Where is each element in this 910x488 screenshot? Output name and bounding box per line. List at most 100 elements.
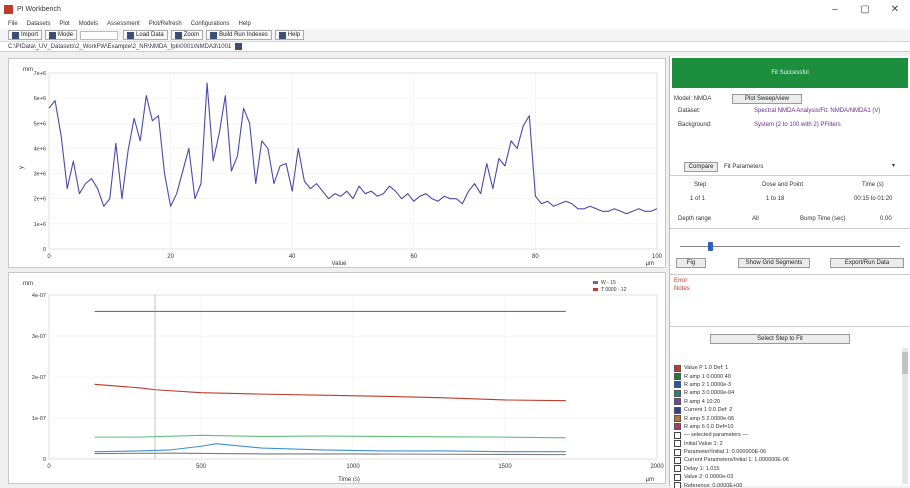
- signal-checkbox[interactable]: [674, 456, 681, 464]
- bottom-x-unit: µm: [646, 477, 654, 483]
- x-tick-label: 1500: [498, 464, 512, 470]
- scrollbar-thumb[interactable]: [902, 352, 908, 374]
- y-tick-label: 4e-07: [32, 293, 46, 299]
- x-tick-label: 40: [289, 254, 296, 260]
- notes-text: Notes: [674, 286, 690, 292]
- export-run-data-button[interactable]: Export/Run Data: [830, 258, 904, 268]
- separator: [670, 175, 910, 176]
- x-tick-label: 60: [410, 254, 417, 260]
- signal-color-swatch[interactable]: [674, 415, 681, 423]
- menu-help[interactable]: Help: [238, 20, 251, 27]
- zoom-button[interactable]: Zoom: [170, 30, 204, 40]
- series-line-5: [94, 452, 566, 456]
- bottom-chart[interactable]: 0 500 1000 1500 2000 4e-07 3e-07 2e-07 1e-07 0 W …: [9, 273, 667, 485]
- signal-checkbox[interactable]: [674, 482, 681, 488]
- window-controls: – ▢ ✕: [820, 4, 910, 15]
- dataset-path: C:\PIData\_UV_Datasets\2_WorkFW\Example\…: [8, 43, 232, 50]
- signal-color-swatch[interactable]: [674, 406, 681, 414]
- time-header: Time (s): [862, 182, 884, 188]
- legend-swatch-1: [593, 281, 598, 284]
- collapse-icon[interactable]: ▾: [892, 163, 896, 169]
- signal-item[interactable]: — selected parameters —: [674, 431, 902, 439]
- menu-datasets[interactable]: Datasets: [26, 20, 51, 27]
- signal-item[interactable]: Current Parameters/Initial 1: 1.000000E-…: [674, 456, 902, 464]
- mode-label: Mode: [58, 32, 74, 38]
- signal-item[interactable]: Value 2: 0.0000e-03: [674, 473, 902, 481]
- top-y-unit: mm: [23, 67, 33, 73]
- pen-icon: [174, 31, 182, 39]
- signal-item[interactable]: R amp 5 2.0000e-06: [674, 414, 902, 423]
- signal-item[interactable]: R amp 1 0.0000 40: [674, 372, 902, 381]
- signal-checkbox[interactable]: [674, 440, 681, 448]
- mode-button[interactable]: Mode: [45, 30, 78, 40]
- step-slider-track[interactable]: [680, 246, 900, 247]
- signal-label: R amp 3 0.0000e-04: [684, 390, 735, 397]
- signal-item[interactable]: Initial Value 1: 2: [674, 440, 902, 448]
- menu-plot[interactable]: Plot: [59, 20, 70, 27]
- compare-button[interactable]: Compare: [684, 162, 718, 172]
- import-button[interactable]: Import: [8, 30, 43, 40]
- signal-item[interactable]: Parameter/Initial 1: 0.000000E-06: [674, 448, 902, 456]
- signal-checkbox[interactable]: [674, 473, 681, 481]
- top-chart[interactable]: 0 20 40 60 80 100 7e+6 6e+6 5e+6 4e+6 3e+6 2e+6 1e+6…: [9, 59, 667, 269]
- signal-list-scrollbar[interactable]: [902, 348, 908, 484]
- y-tick-label: 3e-07: [32, 334, 46, 340]
- menu-plot-refresh[interactable]: Plot/Refresh: [148, 20, 182, 27]
- pencil-icon: [49, 31, 57, 39]
- select-step-button[interactable]: Select Step to Fit: [710, 334, 850, 344]
- signal-item[interactable]: R amp 6 0.0 Def=10: [674, 423, 902, 431]
- error-text: Error: [674, 278, 688, 284]
- load-data-button[interactable]: Load Data: [123, 30, 168, 40]
- save-icon[interactable]: [235, 43, 243, 50]
- y-tick-label: 2e-07: [32, 375, 46, 381]
- signal-label: R amp 6 0.0 Def=10: [684, 423, 734, 430]
- signal-checkbox[interactable]: [674, 431, 681, 439]
- signal-label: Current 1 0.0 Def: 2: [684, 407, 733, 414]
- menu-configurations[interactable]: Configurations: [190, 20, 230, 27]
- zoom-label: Zoom: [183, 32, 200, 38]
- build-run-indexes-button[interactable]: Build Run Indexes: [206, 30, 272, 40]
- table-icon: [127, 31, 135, 39]
- signal-item[interactable]: R amp 2 1.0000e-3: [674, 381, 902, 389]
- plot-sweep-button[interactable]: Plot Sweep/view: [732, 94, 802, 104]
- signal-item[interactable]: Reference: 0.0000E+00: [674, 481, 902, 488]
- separator: [670, 274, 910, 275]
- signal-color-swatch[interactable]: [674, 423, 681, 431]
- help-button[interactable]: Help: [274, 30, 305, 40]
- signal-label: — selected parameters —: [684, 432, 748, 439]
- close-button[interactable]: ✕: [890, 3, 900, 15]
- bottom-chart-panel[interactable]: 0 500 1000 1500 2000 4e-07 3e-07 2e-07 1e-07 0 W …: [8, 272, 666, 484]
- signal-item[interactable]: Value P 1.0 Def: 1: [674, 364, 902, 372]
- fig-button[interactable]: Fig: [676, 258, 706, 268]
- signal-color-swatch[interactable]: [674, 398, 681, 406]
- x-tick-label: 100: [652, 254, 663, 260]
- menu-file[interactable]: File: [8, 20, 18, 27]
- signal-label: Value P 1.0 Def: 1: [684, 365, 729, 372]
- menu-models[interactable]: Models: [78, 20, 99, 27]
- step-slider-thumb[interactable]: [708, 242, 713, 251]
- menu-assessment[interactable]: Assessment: [107, 20, 140, 27]
- signal-label: Initial Value 1: 2: [684, 440, 723, 447]
- minimize-button[interactable]: –: [832, 3, 838, 15]
- model-label: Model: NMDA: [674, 96, 712, 102]
- signal-color-swatch[interactable]: [674, 389, 681, 397]
- signal-item[interactable]: R amp 3 0.0000e-04: [674, 389, 902, 397]
- signal-checkbox[interactable]: [674, 465, 681, 473]
- signal-color-swatch[interactable]: [674, 373, 681, 381]
- show-grid-segments-button[interactable]: Show Grid Segments: [738, 258, 810, 268]
- signal-item[interactable]: Delay 1: 1.015: [674, 465, 902, 473]
- signal-color-swatch[interactable]: [674, 364, 681, 372]
- signal-label: R amp 4 10:20: [684, 398, 721, 405]
- bottom-x-label: Time (s): [338, 477, 360, 483]
- top-chart-panel[interactable]: 0 20 40 60 80 100 7e+6 6e+6 5e+6 4e+6 3e+6 2e+6 1e+6…: [8, 58, 666, 268]
- x-tick-label: 1000: [346, 464, 360, 470]
- x-tick-label: 2000: [650, 464, 664, 470]
- signal-checkbox[interactable]: [674, 448, 681, 456]
- value-input[interactable]: [80, 30, 119, 40]
- signal-item[interactable]: Current 1 0.0 Def: 2: [674, 406, 902, 414]
- signal-item[interactable]: R amp 4 10:20: [674, 398, 902, 406]
- maximize-button[interactable]: ▢: [860, 3, 870, 15]
- signal-color-swatch[interactable]: [674, 381, 681, 389]
- signal-label: R amp 2 1.0000e-3: [684, 381, 732, 388]
